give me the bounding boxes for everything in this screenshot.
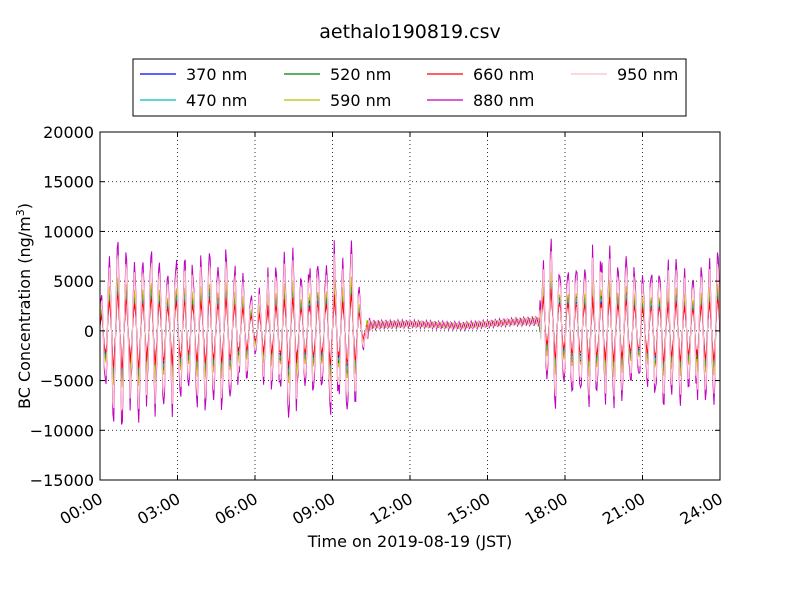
chart-title: aethalo190819.csv	[319, 21, 501, 43]
series-line-950-nm	[100, 251, 720, 411]
y-tick-label: 20000	[43, 123, 94, 142]
y-tick-label: 10000	[43, 222, 94, 241]
y-axis-title-superscript: 3	[14, 209, 27, 216]
legend: 370 nm 470 nm 520 nm 590 nm 660 nm 880 nm 950 …	[132, 58, 687, 117]
y-axis-title-close: )	[15, 203, 34, 209]
legend-box	[132, 58, 687, 117]
y-axis-title-main: BC Concentration (ng/m	[15, 216, 34, 409]
series-lines	[100, 238, 720, 425]
legend-label: 470 nm	[186, 91, 247, 110]
y-tick-label: 5000	[53, 272, 94, 291]
y-tick-label: −15000	[30, 471, 94, 490]
x-axis-title: Time on 2019-08-19 (JST)	[307, 532, 512, 551]
legend-label: 880 nm	[473, 91, 534, 110]
plot-area	[99, 131, 721, 481]
legend-label: 660 nm	[473, 65, 534, 84]
ticks	[99, 131, 721, 481]
y-axis-title: BC Concentration (ng/m3)	[14, 203, 34, 409]
y-tick-label: 15000	[43, 173, 94, 192]
legend-label: 950 nm	[617, 65, 678, 84]
y-tick-label: 0	[84, 322, 94, 341]
legend-label: 590 nm	[330, 91, 391, 110]
y-tick-label: −5000	[40, 372, 94, 391]
y-tick-labels: 20000 15000 10000 5000 0 −5000 −10000 −15000	[30, 123, 94, 490]
legend-label: 370 nm	[186, 65, 247, 84]
legend-label: 520 nm	[330, 65, 391, 84]
y-tick-label: −10000	[30, 421, 94, 440]
